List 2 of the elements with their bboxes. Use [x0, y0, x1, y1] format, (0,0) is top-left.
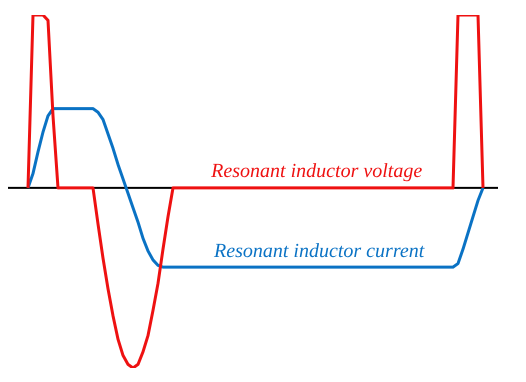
series-label: Resonant inductor current — [212, 240, 425, 262]
series-label: Resonant inductor voltage — [210, 160, 422, 182]
